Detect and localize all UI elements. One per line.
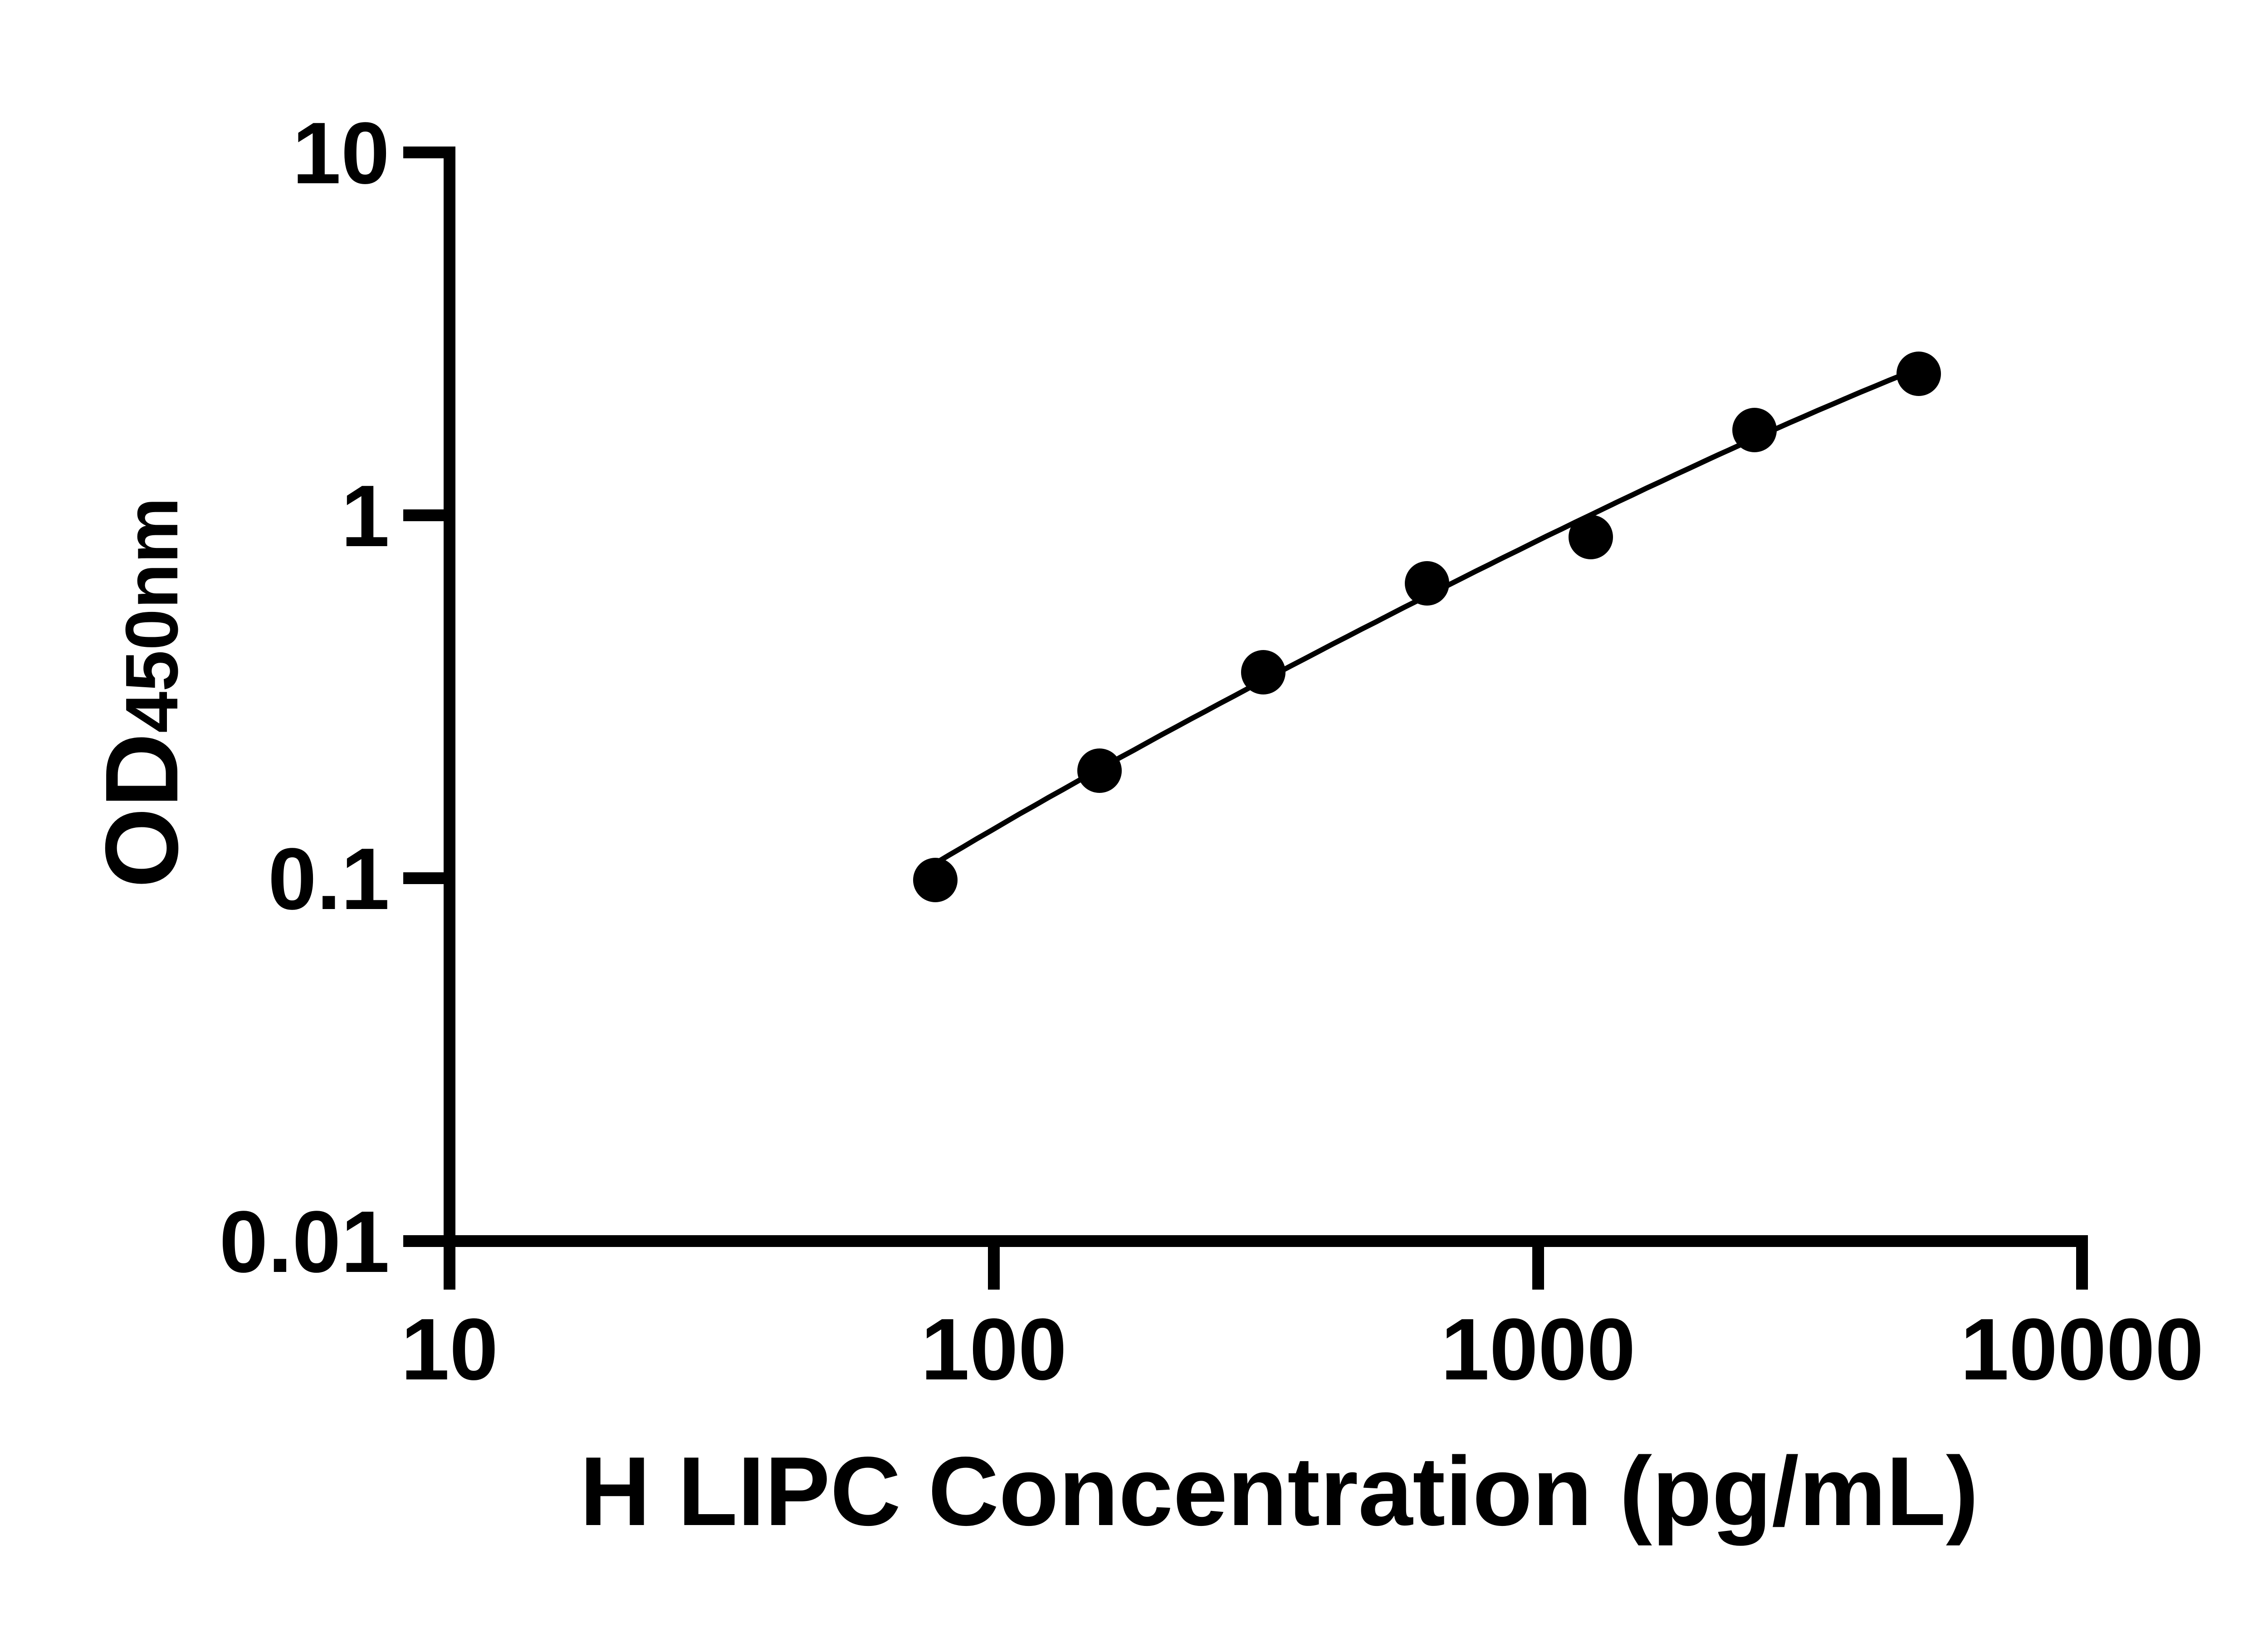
svg-text:OD450nm: OD450nm — [84, 497, 200, 888]
svg-text:1: 1 — [341, 467, 390, 565]
svg-text:0.1: 0.1 — [268, 830, 390, 928]
svg-text:0.01: 0.01 — [219, 1193, 390, 1291]
svg-text:10: 10 — [292, 104, 390, 202]
svg-text:1000: 1000 — [1441, 1300, 1635, 1398]
svg-text:100: 100 — [921, 1300, 1067, 1398]
svg-text:10: 10 — [401, 1300, 499, 1398]
svg-text:H LIPC Concentration (pg/mL): H LIPC Concentration (pg/mL) — [580, 1436, 1979, 1546]
svg-text:10000: 10000 — [1960, 1300, 2204, 1398]
